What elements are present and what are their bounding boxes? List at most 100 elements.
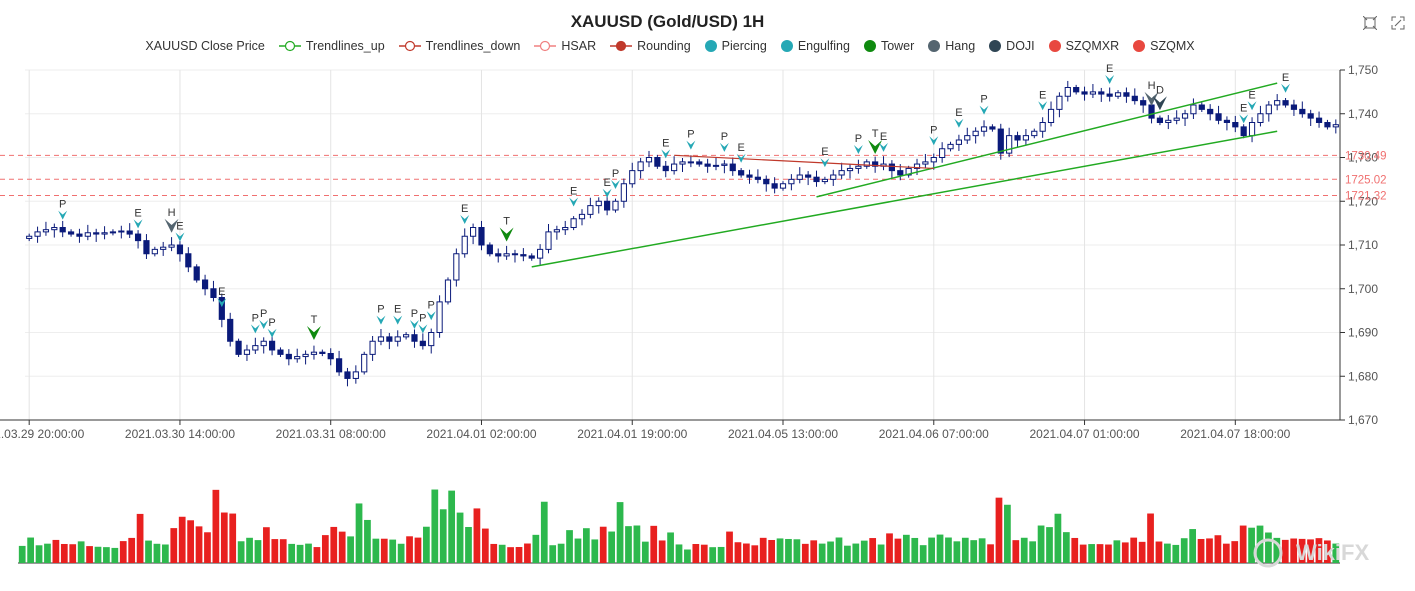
legend-label: XAUUSD Close Price — [145, 39, 265, 53]
volume-bar — [94, 546, 102, 563]
candle — [1098, 91, 1105, 95]
volume-bar — [1138, 541, 1146, 563]
volume-bar — [1113, 540, 1121, 563]
candle — [813, 176, 820, 183]
pattern-marker — [1144, 91, 1159, 106]
volume-bar — [1012, 540, 1020, 563]
candle — [671, 163, 678, 172]
legend-item[interactable]: Trendlines_up — [278, 39, 385, 53]
y-tick-label: 1,700 — [1348, 282, 1378, 296]
candle — [319, 351, 326, 354]
volume-bar — [330, 526, 338, 563]
legend-item[interactable]: Engulfing — [780, 39, 850, 53]
candle — [846, 167, 854, 172]
volume-bar — [246, 537, 253, 563]
legend-item[interactable]: DOJI — [989, 39, 1035, 53]
legend-item[interactable]: Hang — [928, 39, 975, 53]
pattern-label: E — [1106, 63, 1113, 75]
volume-bar — [877, 544, 885, 563]
restore-icon[interactable] — [1363, 16, 1377, 30]
y-tick-label: 1,720 — [1348, 194, 1378, 208]
candle — [126, 230, 133, 235]
volume-bar — [961, 537, 969, 563]
pattern-label: P — [59, 199, 66, 211]
legend-item[interactable]: SZQMX — [1133, 39, 1195, 53]
legend-item[interactable]: Piercing — [704, 39, 767, 53]
volume-bar — [801, 543, 809, 563]
volume-bar — [1105, 544, 1112, 563]
volume-bar — [347, 536, 354, 563]
candle — [386, 336, 393, 342]
pattern-label: P — [930, 124, 937, 136]
candle — [746, 174, 753, 178]
volume-bar — [481, 528, 489, 563]
candle — [980, 126, 988, 132]
volume-bar — [1164, 543, 1171, 563]
candle — [76, 233, 83, 237]
pattern-label: P — [411, 308, 418, 320]
candle — [302, 353, 309, 358]
candle — [595, 200, 602, 207]
candle — [1156, 117, 1164, 123]
volume-bar — [313, 547, 321, 563]
legend-item[interactable]: SZQMXR — [1048, 39, 1119, 53]
legend-item[interactable]: Trendlines_down — [398, 39, 520, 53]
legend-item[interactable]: Rounding — [610, 39, 691, 53]
candle — [779, 183, 787, 189]
pattern-marker — [719, 142, 729, 152]
legend-item[interactable]: HSAR — [534, 39, 596, 53]
volume-bar — [35, 545, 43, 563]
pattern-label: E — [880, 131, 887, 143]
candle — [997, 128, 1004, 154]
pattern-label: H — [1148, 80, 1156, 92]
volume-bar — [103, 547, 110, 563]
volume-bar — [128, 537, 136, 563]
candle — [201, 279, 209, 290]
candle — [1257, 113, 1264, 123]
hsar-label: 1721.32 — [1345, 190, 1387, 202]
candle — [654, 157, 661, 167]
volume-bar — [549, 545, 557, 563]
volume-bar — [288, 543, 296, 563]
legend-label: Piercing — [721, 39, 767, 53]
volume-bar — [869, 538, 877, 563]
data-zoom-icon[interactable] — [1391, 16, 1405, 30]
volume-bar — [919, 545, 927, 563]
candle — [470, 227, 477, 237]
pattern-marker — [267, 328, 277, 338]
volume-bar — [709, 547, 717, 563]
volume-bar — [439, 509, 447, 563]
pattern-label: P — [721, 131, 728, 143]
legend-item[interactable]: Tower — [863, 39, 914, 53]
candle — [830, 174, 837, 180]
candle — [771, 183, 778, 189]
candle — [1232, 122, 1239, 128]
candle — [913, 163, 921, 169]
candle — [42, 229, 50, 233]
pattern-marker — [393, 315, 403, 325]
candle — [1131, 95, 1138, 102]
volume-bar — [119, 541, 127, 563]
legend-item[interactable]: XAUUSD Close Price — [140, 39, 264, 53]
candle — [1089, 91, 1097, 95]
pattern-label: P — [428, 299, 435, 311]
candle — [930, 157, 937, 163]
grid — [25, 69, 1340, 421]
volume-bar — [574, 538, 582, 563]
candle — [218, 297, 225, 320]
volume-bar — [902, 534, 910, 563]
y-tick-label: 1,690 — [1348, 326, 1378, 340]
volume-bar — [1180, 538, 1188, 563]
candle — [461, 235, 468, 255]
pattern-label: E — [218, 286, 225, 298]
trendline-down — [674, 154, 934, 170]
y-tick-label: 1,750 — [1348, 63, 1378, 77]
volume-bar — [540, 501, 548, 563]
candle — [327, 353, 334, 360]
candles — [26, 80, 1339, 387]
volume-bar — [1155, 541, 1163, 563]
candle — [922, 161, 929, 165]
volume-bar — [970, 540, 978, 563]
candle — [679, 161, 686, 165]
candle — [821, 178, 828, 183]
